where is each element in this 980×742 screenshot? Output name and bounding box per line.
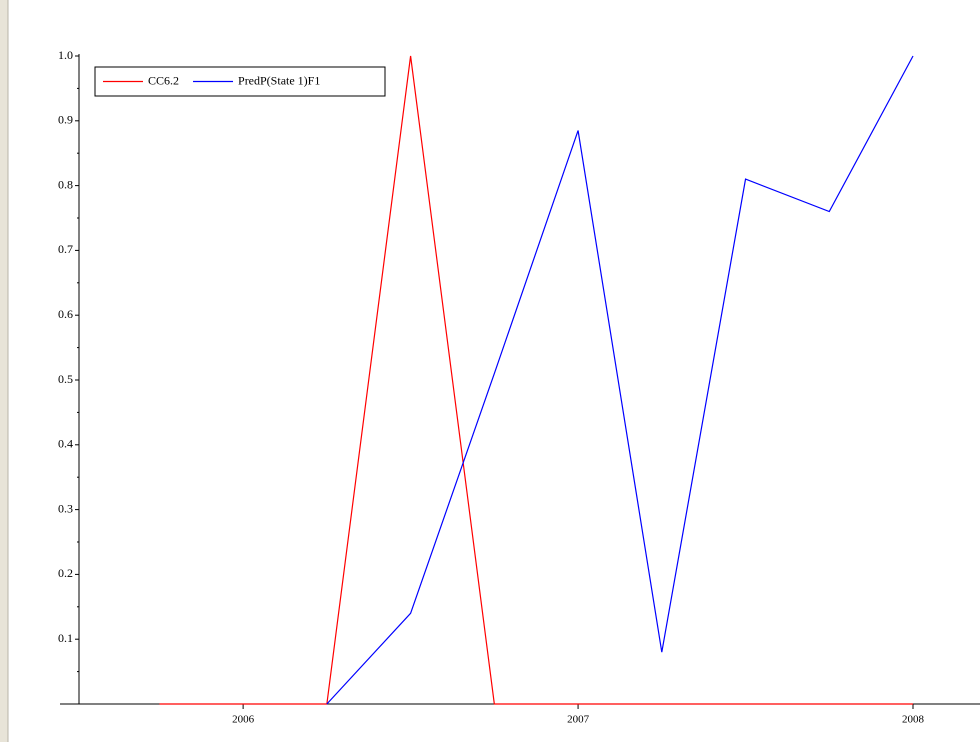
- y-tick-label: 0.6: [58, 307, 73, 321]
- x-tick-label: 2008: [902, 714, 925, 726]
- side-strip: [0, 0, 8, 742]
- series-line: [159, 55, 914, 705]
- x-tick-label: 2007: [567, 714, 590, 726]
- x-tick-label: 2006: [232, 714, 255, 726]
- legend-label: CC6.2: [148, 73, 179, 87]
- y-tick-label: 0.3: [58, 501, 73, 515]
- y-tick-label: 0.4: [58, 437, 73, 451]
- legend-label: PredP(State 1)F1: [238, 73, 320, 87]
- y-tick-label: 1.0: [58, 48, 73, 62]
- y-tick-label: 0.7: [58, 242, 73, 256]
- y-tick-label: 0.8: [58, 177, 73, 191]
- series-line: [326, 55, 914, 705]
- y-tick-label: 0.1: [58, 631, 73, 645]
- y-tick-label: 0.2: [58, 566, 73, 580]
- y-tick-label: 0.9: [58, 113, 73, 127]
- y-tick-label: 0.5: [58, 372, 73, 386]
- legend-box: [94, 66, 386, 97]
